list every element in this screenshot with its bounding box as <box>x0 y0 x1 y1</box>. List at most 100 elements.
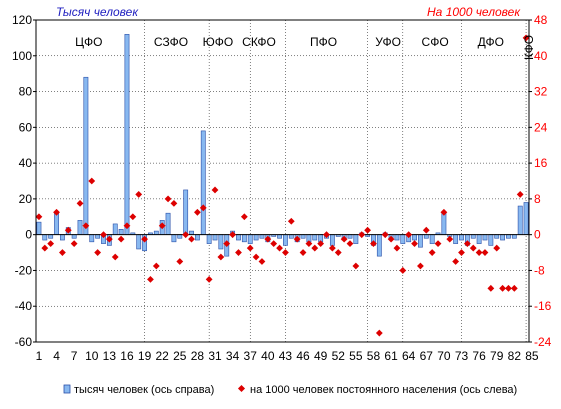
x-tick-label: 61 <box>384 349 398 363</box>
bar <box>288 234 294 239</box>
left-tick-label: 0 <box>25 228 32 242</box>
right-tick-label: 32 <box>534 85 548 99</box>
bar <box>194 234 200 241</box>
scatter-point <box>129 213 137 221</box>
scatter-point <box>211 186 219 194</box>
scatter-point <box>252 253 260 261</box>
scatter-point <box>64 226 72 234</box>
bar <box>177 234 183 239</box>
scatter-point <box>364 226 372 234</box>
scatter-point <box>47 240 55 248</box>
scatter-point <box>111 253 119 261</box>
x-tick-label: 64 <box>402 349 416 363</box>
bar <box>429 234 435 244</box>
legend-bar-swatch <box>63 384 71 394</box>
x-tick-label: 10 <box>85 349 99 363</box>
scatter-point <box>70 240 78 248</box>
x-tick-label: 13 <box>103 349 117 363</box>
bar <box>353 234 359 244</box>
scatter-point <box>135 191 143 198</box>
region-label: ЦФО <box>75 35 102 49</box>
left-tick-label: 60 <box>19 120 33 134</box>
x-tick-label: 34 <box>226 349 240 363</box>
scatter-point <box>35 213 43 221</box>
bar <box>441 212 447 235</box>
scatter-point <box>299 249 307 256</box>
bar <box>77 220 83 235</box>
scatter-point <box>422 226 430 234</box>
scatter-point <box>340 235 348 243</box>
bar <box>247 234 253 244</box>
scatter-point <box>381 231 389 239</box>
scatter-point <box>158 222 166 230</box>
bar <box>476 234 482 244</box>
legend-dot-swatch <box>237 384 246 393</box>
scatter-point <box>147 275 154 283</box>
x-tick-label: 76 <box>472 349 486 363</box>
right-tick-label: -16 <box>534 299 552 313</box>
scatter-point <box>475 249 483 256</box>
x-tick-label: 55 <box>349 349 363 363</box>
scatter-point <box>317 240 325 248</box>
x-tick-label: 82 <box>508 349 522 363</box>
scatter-point <box>258 258 266 265</box>
bar <box>259 234 265 239</box>
x-tick-label: 43 <box>279 349 293 363</box>
right-axis-title: На 1000 человек <box>427 5 521 19</box>
bar <box>171 234 177 243</box>
bar <box>517 205 523 235</box>
bar <box>470 234 476 239</box>
region-label: ПФО <box>310 35 337 49</box>
scatter-point <box>182 231 190 239</box>
bar <box>312 234 318 241</box>
scatter-point <box>235 249 242 256</box>
bar <box>347 234 353 239</box>
scatter-point <box>205 275 213 283</box>
scatter-point <box>188 235 195 243</box>
bar <box>423 234 429 239</box>
scatter-point <box>229 231 237 239</box>
left-tick-label: -40 <box>15 299 33 313</box>
scatter-point <box>428 249 436 256</box>
bar <box>212 234 218 241</box>
scatter-point <box>387 235 395 243</box>
x-tick-label: 85 <box>525 349 539 363</box>
bar <box>36 221 42 235</box>
x-tick-label: 70 <box>437 349 451 363</box>
bar <box>488 234 494 246</box>
bar <box>189 230 194 235</box>
scatter-point <box>434 240 442 248</box>
scatter-point <box>170 199 178 207</box>
tick-labels: -60 -40 -20 0 20 40 60 80 100 120 -24 -16 -8 0 8 16 24 32… <box>12 13 552 363</box>
scatter-point <box>481 249 489 256</box>
x-tick-label: 22 <box>156 349 170 363</box>
scatter-point <box>246 244 254 252</box>
scatter-point <box>305 240 313 248</box>
x-tick-label: 28 <box>191 349 205 363</box>
scatter-point <box>328 244 336 252</box>
scatter-series <box>35 34 530 337</box>
right-tick-label: 0 <box>534 228 541 242</box>
bar <box>412 234 417 241</box>
region-labels: ЦФО СЗФО ЮФО СКФО ПФО УФО СФО ДФО КФО <box>75 35 536 60</box>
scatter-point <box>287 217 295 225</box>
scatter-point <box>334 249 342 256</box>
scatter-point <box>323 231 330 239</box>
scatter-point <box>164 195 172 203</box>
bar <box>42 234 48 241</box>
bar <box>376 234 382 257</box>
scatter-point <box>105 235 113 243</box>
scatter-point <box>223 240 231 248</box>
bar <box>283 234 288 246</box>
scatter-point <box>510 284 518 292</box>
scatter-point <box>152 262 160 270</box>
bar <box>183 189 189 235</box>
bar <box>112 223 118 235</box>
x-tick-label: 4 <box>53 349 60 363</box>
left-tick-label: -60 <box>15 335 33 349</box>
bar <box>71 234 77 239</box>
bar <box>124 34 130 235</box>
bar <box>394 234 400 241</box>
